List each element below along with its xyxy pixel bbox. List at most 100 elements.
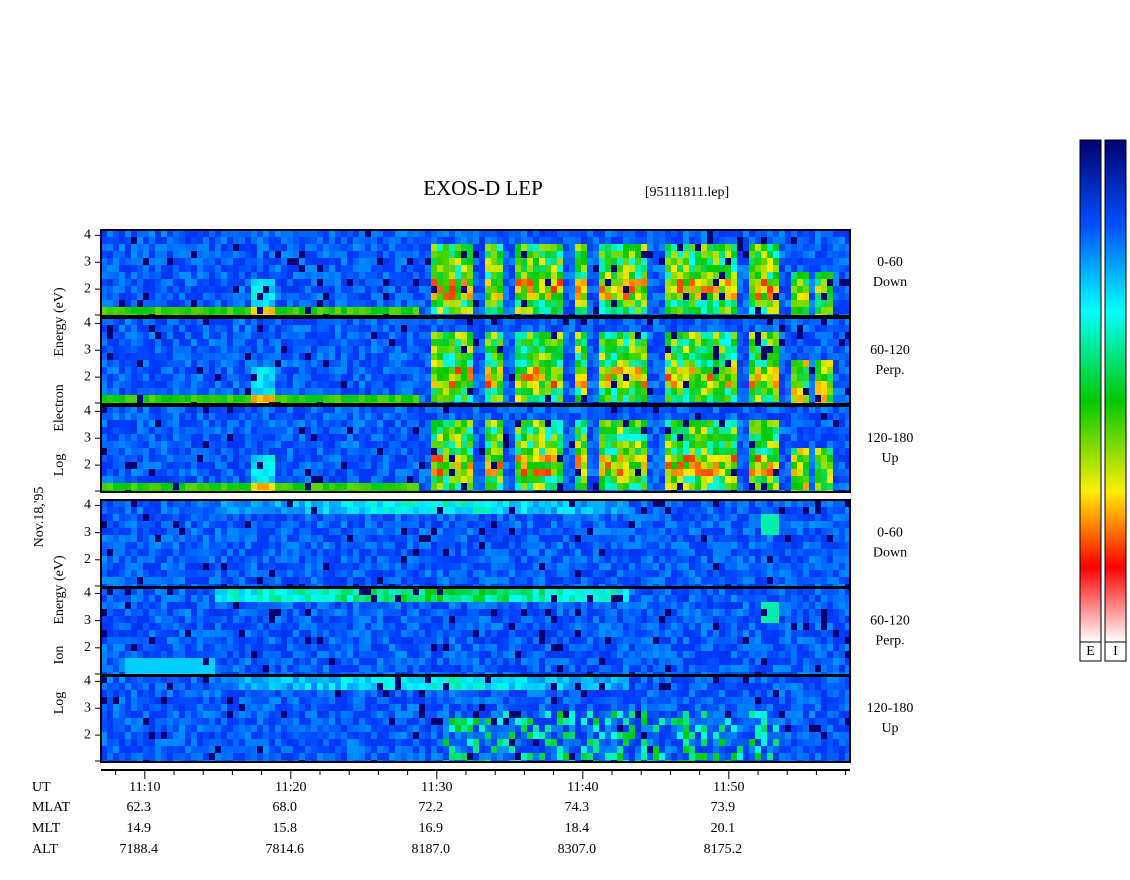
spectrogram-cell — [281, 441, 287, 448]
spectrogram-cell — [683, 367, 689, 374]
spectrogram-cell — [605, 406, 611, 413]
spectrogram-cell — [587, 325, 593, 332]
spectrogram-cell — [629, 251, 635, 258]
spectrogram-cell — [149, 279, 155, 286]
spectrogram-cell — [587, 251, 593, 258]
spectrogram-cell — [611, 346, 617, 353]
spectrogram-cell — [521, 279, 527, 286]
spectrogram-cell — [797, 307, 803, 314]
spectrogram-cell — [647, 420, 653, 427]
spectrogram-cell — [299, 448, 305, 455]
spectrogram-cell — [371, 462, 377, 469]
spectrogram-cell — [599, 434, 605, 441]
spectrogram-cell — [605, 427, 611, 434]
spectrogram-cell — [725, 286, 731, 293]
spectrogram-cell — [107, 584, 113, 587]
spectrogram-cell — [587, 244, 593, 251]
spectrogram-cell — [641, 413, 647, 420]
spectrogram-cell — [143, 514, 149, 521]
spectrogram-cell — [221, 272, 227, 279]
spectrogram-cell — [167, 374, 173, 381]
spectrogram-cell — [755, 441, 761, 448]
spectrogram-cell — [587, 381, 593, 388]
spectrogram-cell — [773, 462, 779, 469]
spectrogram-cell — [179, 279, 185, 286]
spectrogram-cell — [791, 318, 797, 325]
spectrogram-cell — [365, 388, 371, 395]
spectrogram-cell — [629, 230, 635, 237]
spectrogram-cell — [431, 434, 437, 441]
spectrogram-cell — [125, 300, 131, 307]
spectrogram-cell — [623, 251, 629, 258]
spectrogram-cell — [203, 286, 209, 293]
spectrogram-cell — [569, 318, 575, 325]
spectrogram-cell — [155, 272, 161, 279]
spectrogram-cell — [323, 293, 329, 300]
spectrogram-cell — [701, 427, 707, 434]
spectrogram-cell — [755, 413, 761, 420]
spectrogram-cell — [527, 332, 533, 339]
spectrogram-cell — [215, 265, 221, 272]
spectrogram-cell — [371, 339, 377, 346]
spectrogram-cell — [221, 237, 227, 244]
spectrogram-cell — [563, 469, 569, 476]
spectrogram-cell — [677, 420, 683, 427]
spectrogram-cell — [443, 448, 449, 455]
spectrogram-cell — [545, 374, 551, 381]
spectrogram-cell — [569, 427, 575, 434]
spectrogram-cell — [575, 339, 581, 346]
spectrogram-cell — [353, 441, 359, 448]
spectrogram-cell — [299, 395, 305, 402]
spectrogram-cell — [743, 353, 749, 360]
spectrogram-cell — [761, 395, 767, 402]
spectrogram-cell — [521, 374, 527, 381]
spectrogram-cell — [131, 360, 137, 367]
spectrogram-cell — [317, 339, 323, 346]
spectrogram-cell — [431, 420, 437, 427]
spectrogram-cell — [743, 230, 749, 237]
spectrogram-cell — [839, 346, 845, 353]
spectrogram-cell — [743, 441, 749, 448]
spectrogram-cell — [551, 318, 557, 325]
spectrogram-cell — [383, 427, 389, 434]
spectrogram-cell — [755, 353, 761, 360]
spectrogram-cell — [695, 374, 701, 381]
spectrogram-cell — [389, 318, 395, 325]
spectrogram-cell — [107, 332, 113, 339]
spectrogram-cell — [695, 332, 701, 339]
spectrogram-cell — [329, 251, 335, 258]
spectrogram-cell — [701, 346, 707, 353]
spectrogram-cell — [131, 251, 137, 258]
spectrogram-cell — [263, 279, 269, 286]
spectrogram-cell — [473, 360, 479, 367]
spectrogram-cell — [629, 374, 635, 381]
spectrogram-cell — [167, 307, 173, 314]
spectrogram-cell — [497, 237, 503, 244]
spectrogram-cell — [125, 420, 131, 427]
spectrogram-cell — [743, 265, 749, 272]
spectrogram-cell — [827, 258, 833, 265]
spectrogram-cell — [275, 286, 281, 293]
spectrogram-cell — [665, 325, 671, 332]
spectrogram-cell — [491, 381, 497, 388]
spectrogram-cell — [257, 286, 263, 293]
spectrogram-cell — [785, 346, 791, 353]
spectrogram-cell — [365, 469, 371, 476]
spectrogram-cell — [191, 441, 197, 448]
spectrogram-cell — [113, 265, 119, 272]
spectrogram-cell — [563, 300, 569, 307]
spectrogram-cell — [719, 441, 725, 448]
spectrogram-cell — [413, 237, 419, 244]
spectrogram-cell — [257, 325, 263, 332]
spectrogram-cell — [131, 307, 137, 314]
spectrogram-cell — [185, 272, 191, 279]
spectrogram-cell — [209, 325, 215, 332]
spectrogram-cell — [419, 346, 425, 353]
spectrogram-cell — [449, 325, 455, 332]
spectrogram-cell — [485, 244, 491, 251]
spectrogram-cell — [551, 374, 557, 381]
spectrogram-cell — [131, 420, 137, 427]
spectrogram-cell — [251, 381, 257, 388]
spectrogram-cell — [233, 339, 239, 346]
spectrogram-cell — [803, 448, 809, 455]
